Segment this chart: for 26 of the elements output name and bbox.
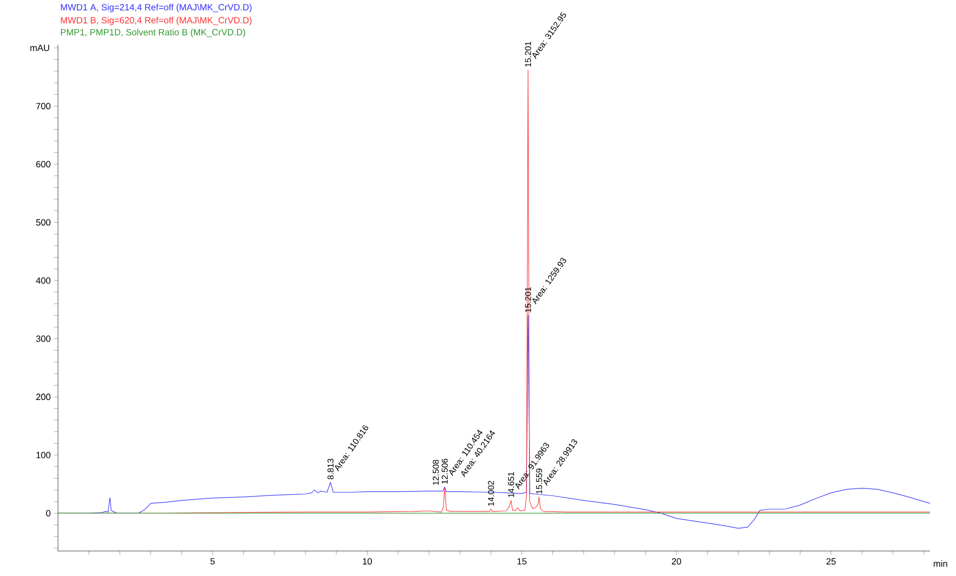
- text: PMP1, PMP1D, Solvent Ratio B (MK_CrVD.D): [60, 28, 246, 38]
- x-tick-label: 5: [210, 558, 215, 564]
- y-tick-label: 200: [36, 394, 50, 400]
- y-axis-title: mAU: [30, 44, 50, 52]
- x-tick-label: 10: [362, 558, 372, 565]
- text: MWD1 A, Sig=214,4 Ref=off (MAJ\MK_CrVD.D): [60, 4, 252, 12]
- y-tick-label: 600: [36, 161, 50, 168]
- annotation: 14.651: [508, 472, 514, 498]
- annotation: 8.813: [328, 458, 334, 480]
- y-tick-label: 500: [36, 219, 50, 226]
- y-tick-label: 400: [36, 277, 50, 284]
- text: MWD1 B, Sig=620,4 Ref=off (MAJ\MK_CrVD.D): [60, 16, 252, 26]
- annotation: 15.559: [536, 468, 542, 494]
- y-tick-label: 0: [46, 510, 50, 516]
- y-tick-label: 100: [36, 452, 50, 458]
- annotation: 15.201: [525, 287, 532, 312]
- annotation: 15.201: [525, 42, 532, 67]
- y-tick-label: 700: [36, 102, 50, 110]
- x-tick-label: 20: [672, 558, 682, 565]
- annotation: 14.002: [488, 480, 494, 506]
- x-tick-label: 15: [518, 558, 526, 564]
- annotation: 12.506: [442, 458, 448, 484]
- x-tick-label: 25: [826, 558, 836, 565]
- x-axis-title: min: [934, 560, 948, 567]
- annotation: 12.508: [432, 460, 439, 485]
- y-tick-label: 300: [36, 336, 50, 342]
